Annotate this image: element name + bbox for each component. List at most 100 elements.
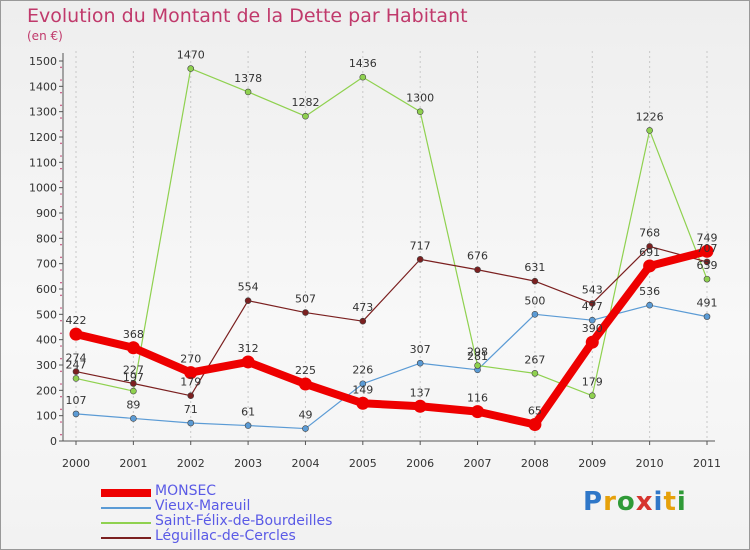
y-minor-tick xyxy=(60,117,62,119)
data-point xyxy=(359,317,367,325)
y-minor-tick xyxy=(60,408,62,411)
y-minor-tick xyxy=(60,205,62,208)
data-point xyxy=(187,65,195,72)
data-label: 368 xyxy=(123,328,144,341)
y-tick-label: 100 xyxy=(36,410,57,423)
data-label: 1300 xyxy=(406,92,434,105)
x-tick-label: 2005 xyxy=(349,457,377,470)
data-point xyxy=(356,396,370,410)
x-tick-label: 2009 xyxy=(578,457,606,470)
data-point xyxy=(130,387,137,395)
data-label: 473 xyxy=(352,301,373,314)
y-minor-tick xyxy=(60,129,62,132)
y-minor-tick xyxy=(60,155,62,157)
x-tick-label: 2011 xyxy=(693,457,721,470)
y-minor-tick xyxy=(60,167,62,170)
y-tick-label: 1300 xyxy=(29,106,57,119)
data-point xyxy=(416,256,424,263)
data-point xyxy=(184,366,198,380)
y-minor-tick xyxy=(60,433,62,436)
y-tick-label: 500 xyxy=(36,308,57,321)
data-label: 422 xyxy=(66,314,87,327)
data-point xyxy=(130,415,137,422)
data-point xyxy=(413,399,427,413)
data-label: 749 xyxy=(697,231,718,244)
y-minor-tick xyxy=(60,421,62,423)
data-point xyxy=(72,368,80,375)
data-label: 225 xyxy=(295,364,316,377)
x-tick-label: 2001 xyxy=(119,457,147,470)
x-tick-label: 2002 xyxy=(177,457,205,470)
data-point xyxy=(646,243,653,250)
data-label: 717 xyxy=(410,239,431,252)
data-point xyxy=(528,418,542,432)
data-label: 298 xyxy=(467,346,488,359)
y-tick-label: 1000 xyxy=(29,182,57,195)
data-point xyxy=(531,370,539,377)
data-point xyxy=(302,309,309,316)
logo-letter: i xyxy=(653,487,664,517)
data-label: 1282 xyxy=(291,96,319,109)
data-label: 179 xyxy=(582,376,603,389)
y-minor-tick xyxy=(60,193,62,195)
data-label: 89 xyxy=(126,398,140,411)
data-label: 116 xyxy=(467,392,488,405)
data-point xyxy=(302,425,309,432)
y-tick-label: 900 xyxy=(36,207,57,220)
data-point xyxy=(72,410,80,418)
data-label: 307 xyxy=(410,343,431,356)
data-label: 270 xyxy=(180,353,201,366)
data-point xyxy=(130,380,137,387)
data-label: 507 xyxy=(295,293,316,306)
legend-label: Saint-Félix-de-Bourdeilles xyxy=(155,513,333,529)
y-minor-tick xyxy=(60,332,62,335)
x-tick-label: 2008 xyxy=(521,457,549,470)
chart-unit: (en €) xyxy=(27,29,63,43)
data-point xyxy=(244,422,252,429)
data-label: 639 xyxy=(697,259,718,272)
data-label: 137 xyxy=(410,386,431,399)
data-label: 536 xyxy=(639,285,660,298)
y-tick-label: 300 xyxy=(36,359,57,372)
data-point xyxy=(359,73,367,81)
logo-letter: o xyxy=(616,487,636,517)
y-minor-tick xyxy=(60,231,62,233)
data-label: 691 xyxy=(639,246,660,259)
y-minor-tick xyxy=(60,281,62,284)
y-minor-tick xyxy=(60,345,62,347)
data-point xyxy=(700,244,714,258)
data-point xyxy=(416,108,424,115)
data-label: 631 xyxy=(524,261,545,274)
legend-label: Vieux-Mareuil xyxy=(155,498,251,514)
data-point xyxy=(646,301,653,309)
y-minor-tick xyxy=(60,357,62,360)
y-minor-tick xyxy=(60,395,62,398)
x-tick-label: 2000 xyxy=(62,457,90,470)
data-point xyxy=(302,112,309,120)
data-label: 226 xyxy=(352,364,373,377)
data-label: 61 xyxy=(241,406,255,419)
data-point xyxy=(588,300,596,307)
data-label: 1470 xyxy=(177,49,205,62)
x-tick-label: 2007 xyxy=(464,457,492,470)
data-label: 107 xyxy=(66,394,87,407)
y-minor-tick xyxy=(60,66,62,69)
data-point xyxy=(703,258,711,266)
data-point xyxy=(531,277,539,285)
x-tick-label: 2003 xyxy=(234,457,262,470)
data-point xyxy=(244,297,252,304)
data-point xyxy=(69,327,83,341)
y-tick-label: 1100 xyxy=(29,156,57,169)
proxiti-logo: Proxiti xyxy=(583,487,687,517)
y-tick-label: 200 xyxy=(36,384,57,397)
data-point xyxy=(474,266,481,274)
y-minor-tick xyxy=(60,269,62,271)
logo-letter: r xyxy=(603,487,617,517)
data-label: 247 xyxy=(66,358,87,371)
data-point xyxy=(416,359,424,367)
x-tick-label: 2006 xyxy=(406,457,434,470)
y-minor-tick xyxy=(60,307,62,309)
y-minor-tick xyxy=(60,383,62,385)
data-point xyxy=(187,392,195,399)
